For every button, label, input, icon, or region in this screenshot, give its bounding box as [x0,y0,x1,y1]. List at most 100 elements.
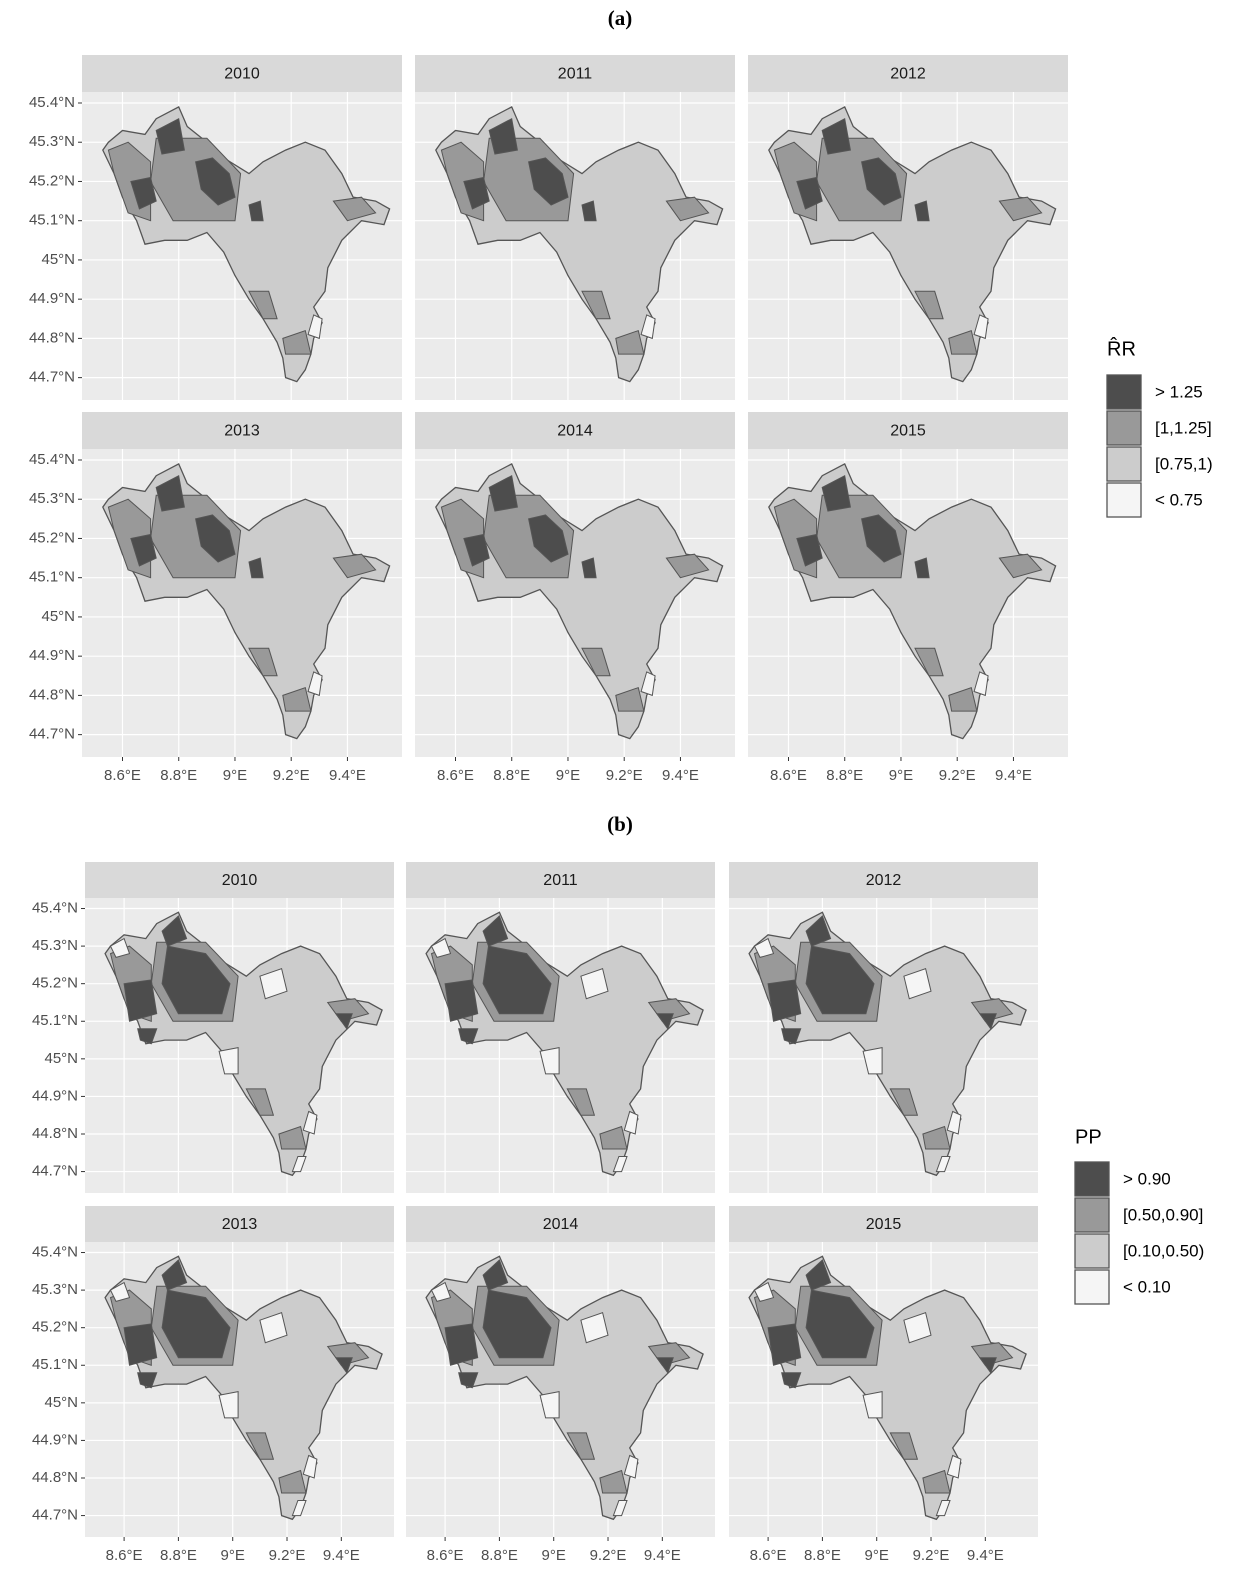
y-tick-label: 45.1°N [29,212,75,229]
x-tick-label: 9.4°E [644,1547,681,1564]
y-tick-label: 45.3°N [29,490,75,507]
map-region [915,558,929,578]
map-region [249,558,263,578]
x-tick-label: 8.8°E [493,767,530,784]
x-tick-label: 8.8°E [804,1547,841,1564]
x-tick-label: 9°E [889,767,913,784]
x-tick-label: 8.6°E [437,767,474,784]
facet-label: 2011 [558,66,593,83]
facet-label: 2013 [224,423,260,440]
legend-label: [1,1.25] [1155,418,1212,437]
y-tick-label: 44.9°N [32,1431,78,1448]
legend-label: < 0.75 [1155,490,1203,509]
facet-label: 2014 [557,423,593,440]
y-tick-label: 45.1°N [29,569,75,586]
y-tick-label: 45.4°N [29,94,75,111]
x-tick-label: 9.2°E [913,1547,950,1564]
facet-label: 2015 [890,423,926,440]
x-tick-label: 8.6°E [104,767,141,784]
x-tick-label: 9°E [556,767,580,784]
facet-label: 2014 [543,1216,579,1233]
map-region [124,1324,157,1365]
y-tick-label: 44.9°N [29,290,75,307]
facet-label: 2012 [866,872,902,889]
y-tick-label: 44.7°N [29,369,75,386]
facet-label: 2015 [866,1216,902,1233]
x-tick-label: 9°E [865,1547,889,1564]
y-tick-label: 44.9°N [29,647,75,664]
x-tick-label: 9°E [542,1547,566,1564]
x-tick-label: 8.8°E [826,767,863,784]
x-tick-label: 9°E [223,767,247,784]
facet-label: 2010 [224,66,260,83]
legend-label: [0.50,0.90] [1123,1205,1203,1224]
y-tick-label: 45.3°N [29,133,75,150]
y-tick-label: 45.2°N [29,172,75,189]
x-tick-label: 9.4°E [329,767,366,784]
x-tick-label: 9.2°E [606,767,643,784]
map-region [124,980,157,1021]
y-tick-label: 45°N [41,608,75,625]
y-tick-label: 45.2°N [29,529,75,546]
y-tick-label: 45°N [44,1394,78,1411]
map-region [768,980,801,1021]
facet-label: 2012 [890,66,926,83]
map-region [445,1324,478,1365]
y-tick-label: 44.7°N [29,726,75,743]
legend-key [1075,1270,1109,1304]
y-tick-label: 45°N [44,1050,78,1067]
legend-title: PP [1075,1126,1102,1148]
panel-title: (a) [608,6,633,30]
legend-label: [0.75,1) [1155,454,1213,473]
legend-key [1075,1234,1109,1268]
y-tick-label: 45.2°N [32,975,78,992]
x-tick-label: 9.4°E [323,1547,360,1564]
x-tick-label: 9°E [221,1547,245,1564]
legend-label: > 0.90 [1123,1169,1171,1188]
legend-key [1075,1198,1109,1232]
x-tick-label: 9.4°E [967,1547,1004,1564]
x-tick-label: 9.2°E [939,767,976,784]
panel-title: (b) [607,812,633,836]
legend-label: > 1.25 [1155,382,1203,401]
x-tick-label: 8.8°E [160,767,197,784]
x-tick-label: 9.2°E [273,767,310,784]
legend-key [1107,447,1141,481]
x-tick-label: 8.8°E [481,1547,518,1564]
map-region [582,201,596,221]
y-tick-label: 44.9°N [32,1087,78,1104]
facet-label: 2010 [222,872,258,889]
y-tick-label: 45°N [41,251,75,268]
legend-key [1107,483,1141,517]
figure: (a) 2010 45.4°N 45.3°N 45.2°N 45.1°N 45°N 44.9°… [0,0,1242,1585]
legend-key [1107,375,1141,409]
y-tick-label: 44.8°N [32,1469,78,1486]
map-region [582,558,596,578]
x-tick-label: 9.4°E [662,767,699,784]
y-tick-label: 45.4°N [32,899,78,916]
legend-label: [0.10,0.50) [1123,1241,1204,1260]
y-tick-label: 45.1°N [32,1012,78,1029]
x-tick-label: 8.6°E [750,1547,787,1564]
y-tick-label: 45.4°N [32,1243,78,1260]
x-tick-label: 9.4°E [995,767,1032,784]
y-tick-label: 44.7°N [32,1507,78,1524]
y-tick-label: 45.3°N [32,1281,78,1298]
y-tick-label: 44.8°N [32,1125,78,1142]
map-region [249,201,263,221]
x-tick-label: 8.6°E [427,1547,464,1564]
map-region [445,980,478,1021]
legend-title: R̂R [1107,337,1136,360]
facet-label: 2011 [543,872,578,889]
y-tick-label: 44.7°N [32,1163,78,1180]
x-tick-label: 9.2°E [590,1547,627,1564]
map-region [915,201,929,221]
facet-label: 2013 [222,1216,258,1233]
x-tick-label: 8.6°E [770,767,807,784]
y-tick-label: 44.8°N [29,329,75,346]
map-region [768,1324,801,1365]
x-tick-label: 8.6°E [106,1547,143,1564]
x-tick-label: 8.8°E [160,1547,197,1564]
y-tick-label: 45.4°N [29,451,75,468]
y-tick-label: 45.1°N [32,1356,78,1373]
